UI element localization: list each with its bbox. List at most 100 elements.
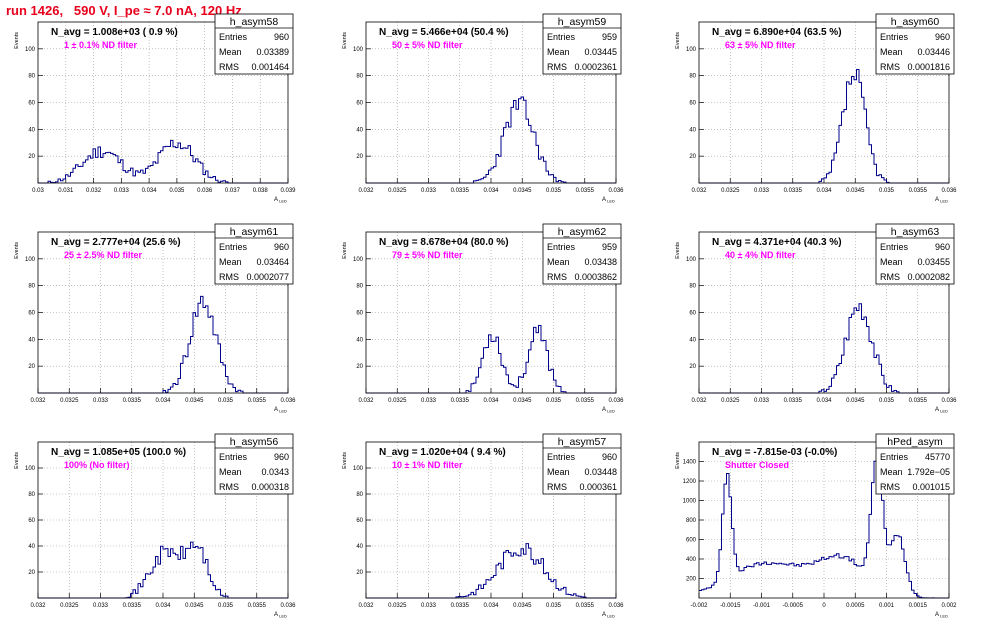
x-tick-label: 0.032 — [358, 603, 374, 609]
y-tick-label: 60 — [28, 311, 35, 317]
y-tick-label: 60 — [689, 311, 696, 317]
x-tick-label: 0.0335 — [451, 188, 470, 194]
n-avg-label: N_avg = 6.890e+04 (63.5 %) — [712, 27, 842, 38]
histogram-panel: 0.032 0.0325 0.033 0.0335 0.034 0.0345 0.035 0.… — [675, 223, 957, 414]
stats-box — [542, 223, 622, 285]
histogram-panel: 0.032 0.0325 0.033 0.0335 0.034 0.0345 0.035 0.… — [342, 433, 624, 619]
x-tick-label: 0.0335 — [123, 398, 142, 404]
stats-value: 0.0002082 — [907, 272, 950, 282]
stats-key: RMS — [880, 272, 900, 282]
stats-value: 960 — [274, 242, 289, 252]
x-tick-label: 0.002 — [941, 603, 957, 609]
stats-value: 45770 — [925, 452, 950, 462]
y-axis-label: Events — [675, 32, 681, 49]
x-tick-label: 0.032 — [691, 398, 707, 404]
y-axis-label: Events — [14, 242, 20, 259]
y-tick-label: 100 — [25, 466, 36, 472]
x-tick-label: 0.035 — [879, 398, 895, 404]
x-tick-label: 0.036 — [941, 188, 957, 194]
y-tick-label: 100 — [25, 257, 36, 263]
stats-key: Entries — [547, 32, 576, 42]
y-tick-label: 40 — [28, 544, 35, 550]
x-tick-label: 0.0325 — [721, 188, 740, 194]
x-tick-label: 0.036 — [608, 188, 624, 194]
stats-box — [875, 433, 955, 495]
stats-key: Mean — [547, 257, 570, 267]
stats-value: 0.001015 — [912, 482, 950, 492]
y-tick-label: 60 — [28, 518, 35, 524]
plot-frame — [365, 441, 617, 599]
x-tick-label: -0.001 — [753, 603, 771, 609]
stats-value: 0.03464 — [256, 257, 289, 267]
stats-key: Mean — [547, 47, 570, 57]
stats-value: 1.792e−05 — [907, 467, 950, 477]
stats-value: 0.0001816 — [907, 62, 950, 72]
y-tick-label: 60 — [689, 101, 696, 107]
x-tick-label: 0.033 — [421, 603, 437, 609]
x-tick-label: 0.0335 — [784, 398, 803, 404]
stats-key: Entries — [880, 32, 909, 42]
stats-key: Entries — [880, 452, 909, 462]
filter-label: Shutter Closed — [725, 460, 789, 470]
x-tick-label: 0.035 — [218, 603, 234, 609]
x-axis-label: A LED — [935, 407, 948, 414]
x-tick-label: 0.0355 — [248, 398, 267, 404]
stats-key: Entries — [880, 242, 909, 252]
x-tick-label: 0.034 — [155, 398, 171, 404]
y-tick-label: 40 — [28, 337, 35, 343]
x-tick-label: 0.0355 — [576, 603, 595, 609]
x-tick-label: 0.036 — [941, 398, 957, 404]
filter-label: 40 ± 4% ND filter — [725, 250, 796, 260]
y-tick-label: 60 — [356, 518, 363, 524]
x-tick-label: 0.036 — [197, 188, 213, 194]
plot-frame — [37, 441, 289, 599]
y-tick-label: 20 — [356, 154, 363, 160]
x-tick-label: 0.0345 — [185, 398, 204, 404]
y-tick-label: 80 — [356, 284, 363, 290]
histogram-panel: 0.03 0.031 0.032 0.033 0.034 0.035 0.036 0.037 0… — [14, 13, 296, 204]
n-avg-label: N_avg = -7.815e-03 (-0.0%) — [712, 447, 837, 458]
stats-key: RMS — [547, 272, 567, 282]
plot-frame — [37, 21, 289, 184]
plot-frame — [365, 231, 617, 394]
histogram-name: h_asym60 — [891, 16, 940, 28]
stats-value: 0.000361 — [579, 482, 617, 492]
x-axis-label: A LED — [602, 612, 615, 619]
x-tick-label: 0.032 — [30, 603, 46, 609]
y-tick-label: 1200 — [683, 479, 697, 485]
y-tick-label: 20 — [28, 364, 35, 370]
stats-value: 0.03455 — [917, 257, 950, 267]
x-tick-label: 0.034 — [142, 188, 158, 194]
stats-box — [214, 433, 294, 495]
stats-key: Entries — [219, 242, 248, 252]
n-avg-label: N_avg = 8.678e+04 (80.0 %) — [379, 237, 509, 248]
filter-label: 50 ± 5% ND filter — [392, 40, 463, 50]
x-tick-label: 0.036 — [280, 398, 296, 404]
x-tick-label: 0.032 — [86, 188, 102, 194]
x-axis-label: A LED — [602, 197, 615, 204]
y-tick-label: 40 — [689, 127, 696, 133]
stats-key: RMS — [547, 62, 567, 72]
x-tick-label: 0.034 — [483, 398, 499, 404]
x-tick-label: 0.0325 — [388, 398, 407, 404]
y-axis-label: Events — [342, 452, 348, 469]
y-tick-label: 40 — [689, 337, 696, 343]
n-avg-label: N_avg = 1.085e+05 (100.0 %) — [51, 447, 186, 458]
y-tick-label: 80 — [28, 492, 35, 498]
stats-box — [875, 13, 955, 75]
x-tick-label: 0.0345 — [513, 188, 532, 194]
n-avg-label: N_avg = 1.020e+04 ( 9.4 %) — [379, 447, 506, 458]
x-tick-label: 0.0355 — [909, 398, 928, 404]
histogram-line — [699, 457, 949, 599]
plot-frame — [365, 21, 617, 184]
x-tick-label: 0.039 — [280, 188, 296, 194]
y-tick-label: 40 — [356, 544, 363, 550]
x-tick-label: 0.035 — [879, 188, 895, 194]
stats-key: RMS — [219, 272, 239, 282]
x-tick-label: 0.032 — [358, 188, 374, 194]
y-tick-label: 80 — [689, 74, 696, 80]
stats-value: 0.001464 — [251, 62, 289, 72]
stats-box — [875, 223, 955, 285]
histogram-name: h_asym57 — [558, 436, 607, 448]
